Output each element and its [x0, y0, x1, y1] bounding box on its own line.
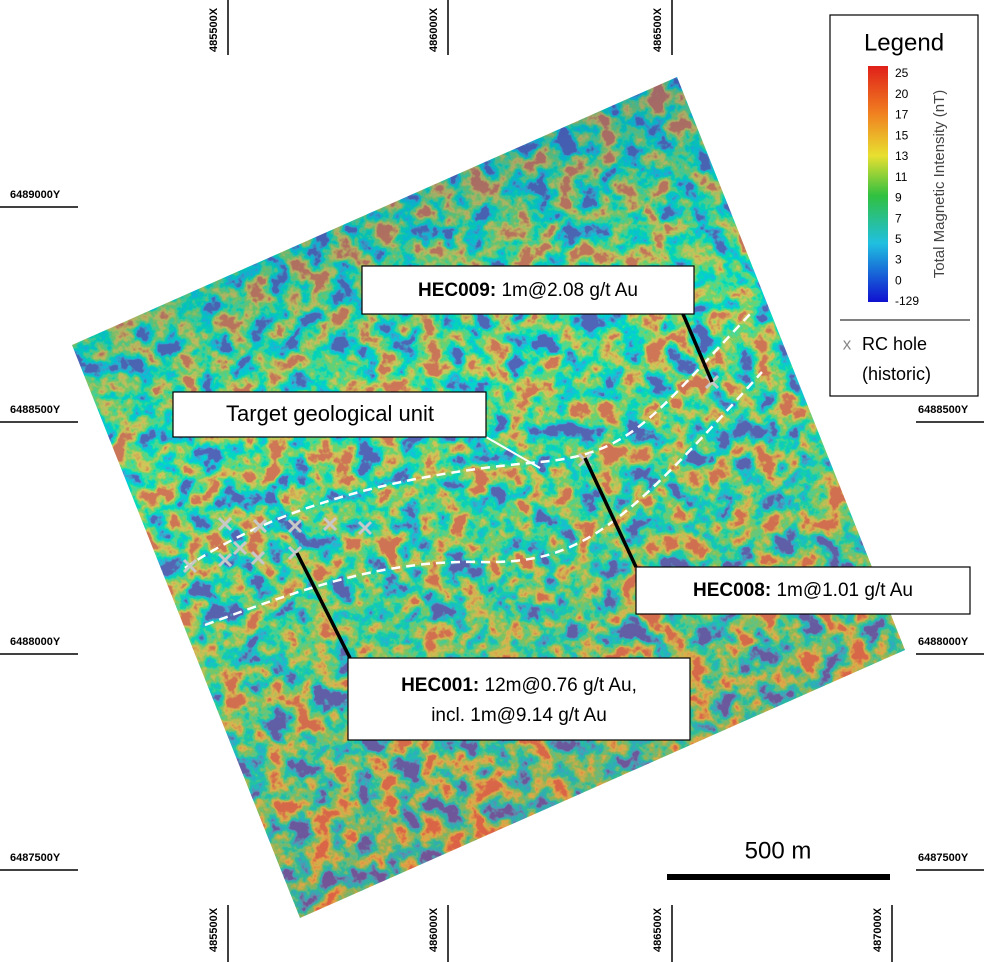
scale-label: 3: [895, 253, 902, 267]
northing-label: 6487500Y: [918, 852, 969, 864]
scale-label: -129: [895, 294, 919, 308]
easting-label: 487000X: [872, 907, 884, 952]
callout-box: [348, 658, 690, 740]
northing-label: 6488500Y: [918, 404, 969, 416]
scale-label: 9: [895, 191, 902, 205]
easting-label: 485500X: [208, 907, 220, 952]
northing-label: 6488000Y: [10, 636, 61, 648]
easting-label: 486000X: [428, 907, 440, 952]
easting-label: 486000X: [428, 7, 440, 52]
scale-label: 25: [895, 66, 909, 80]
northing-label: 6488000Y: [918, 636, 969, 648]
color-bar: [868, 66, 888, 302]
legend-symbol: x: [843, 334, 852, 353]
magnetic-grid: [60, 70, 920, 930]
scale-label: 0: [895, 273, 902, 287]
callout-hec008: HEC008: 1m@1.01 g/t Au: [693, 580, 913, 601]
callout-hec001-line2: incl. 1m@9.14 g/t Au: [431, 705, 607, 726]
legend-axis-label: Total Magnetic Intensity (nT): [931, 90, 948, 278]
scale-label: 13: [895, 149, 909, 163]
scale-label: 7: [895, 211, 902, 225]
northing-label: 6488500Y: [10, 404, 61, 416]
scale-label: 20: [895, 87, 909, 101]
scale-label: 17: [895, 108, 909, 122]
callout-hec001: HEC001: 12m@0.76 g/t Au,: [401, 675, 637, 696]
callout-hec009: HEC009: 1m@2.08 g/t Au: [418, 280, 638, 301]
easting-label: 486500X: [652, 7, 664, 52]
northing-label: 6487500Y: [10, 852, 61, 864]
legend-title: Legend: [864, 29, 944, 56]
target-label: Target geological unit: [226, 401, 434, 426]
scale-label: 500 m: [745, 837, 812, 864]
scale-label: 15: [895, 128, 909, 142]
scale-label: 5: [895, 232, 902, 246]
easting-label: 485500X: [208, 7, 220, 52]
scale-label: 11: [895, 170, 908, 184]
scale-bar: 500 m: [667, 837, 890, 877]
map: HEC009: 1m@2.08 g/t Au Target geological…: [0, 0, 984, 962]
legend-item: RC hole: [862, 334, 927, 354]
legend-item: (historic): [862, 364, 931, 384]
easting-label: 486500X: [652, 907, 664, 952]
northing-label: 6489000Y: [10, 189, 61, 201]
